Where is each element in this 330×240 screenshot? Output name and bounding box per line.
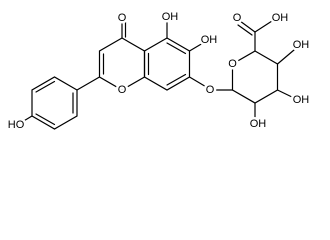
aromatic-bond (166, 73, 187, 86)
oh-bond (188, 42, 204, 52)
oh-bond (21, 115, 33, 123)
atom-label: OH (293, 94, 310, 106)
atom-labels: O OH OH O O O O OH OH OH OH HO (5, 8, 312, 133)
aryl-bond (76, 76, 101, 91)
aromatic-bond (35, 113, 56, 126)
atom-label: OH (250, 118, 267, 130)
sugar-ring (231, 50, 279, 104)
atom-label: HO (8, 119, 25, 131)
atom-label: OH (201, 34, 218, 46)
atom-label: OH (293, 39, 310, 51)
phenyl-ring (31, 76, 78, 130)
atom-label: O (118, 12, 127, 24)
bonds (21, 19, 295, 130)
aromatic-bond (166, 42, 187, 55)
double-bond (237, 24, 253, 36)
oh-bond (276, 49, 295, 65)
atom-label: OH (162, 11, 179, 23)
ether-bond (188, 76, 209, 89)
oh-bond (276, 89, 295, 99)
atom-label: O (206, 84, 215, 96)
oh-bond (254, 20, 273, 33)
molecule-diagram: O OH OH O O O O OH OH OH OH HO (5, 8, 312, 133)
aromatic-bond (35, 80, 56, 93)
benzo-ring (143, 37, 191, 91)
atom-label: OH (272, 12, 289, 24)
carbonyl-bond (239, 20, 256, 33)
atom-label: O (228, 58, 237, 70)
atom-label: O (118, 84, 127, 96)
pyranone-ring (98, 37, 146, 91)
atom-label: O (233, 12, 242, 24)
